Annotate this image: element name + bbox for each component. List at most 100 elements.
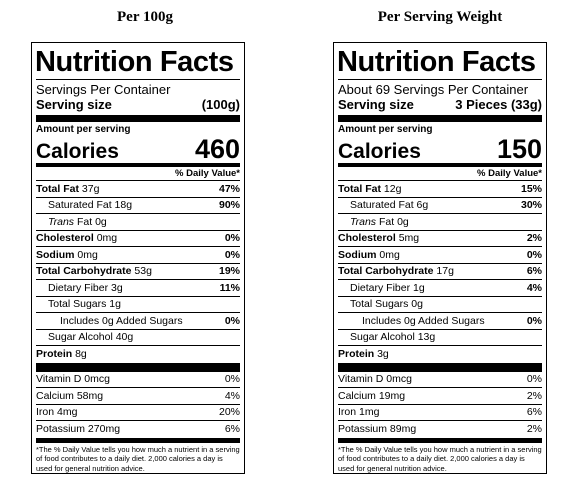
divider bbox=[338, 79, 542, 80]
dietary-fiber-dv: 4% bbox=[526, 281, 542, 294]
heading-per-100g: Per 100g bbox=[117, 9, 173, 25]
calcium-label: Calcium 58mg bbox=[36, 389, 104, 402]
protein-amount: 8g bbox=[75, 348, 87, 361]
dietary-fiber-label: Dietary Fiber 1g bbox=[350, 281, 425, 294]
daily-value-header: % Daily Value* bbox=[338, 167, 542, 181]
serving-size-row: Serving size 3 Pieces (33g) bbox=[338, 97, 542, 112]
medium-divider bbox=[338, 163, 542, 167]
heading-per-serving: Per Serving Weight bbox=[377, 9, 503, 25]
potassium-label: Potassium 89mg bbox=[338, 423, 417, 436]
trans-fat-row: Trans Fat 0g bbox=[338, 214, 542, 231]
calcium-label: Calcium 19mg bbox=[338, 389, 406, 402]
sugar-alcohol-label: Sugar Alcohol 13g bbox=[350, 331, 436, 344]
added-sugars-dv: 0% bbox=[526, 314, 542, 327]
potassium-row: Potassium 270mg 6% bbox=[36, 421, 240, 438]
total-fat-label: Total Fat bbox=[338, 182, 381, 195]
servings-per-container: About 69 Servings Per Container bbox=[338, 82, 529, 97]
total-fat-dv: 15% bbox=[520, 182, 542, 195]
saturated-fat-dv: 90% bbox=[218, 199, 240, 212]
calcium-dv: 2% bbox=[526, 389, 542, 402]
cholesterol-label: Cholesterol bbox=[36, 232, 94, 245]
dietary-fiber-dv: 11% bbox=[219, 281, 240, 294]
iron-dv: 20% bbox=[218, 406, 240, 419]
added-sugars-row: Includes 0g Added Sugars 0% bbox=[338, 313, 542, 330]
daily-value-header: % Daily Value* bbox=[36, 167, 240, 181]
serving-size-value: 3 Pieces (33g) bbox=[455, 97, 542, 112]
calcium-row: Calcium 19mg 2% bbox=[338, 388, 542, 405]
trans-fat-italic: Trans bbox=[350, 215, 377, 228]
thick-divider bbox=[338, 115, 542, 122]
sodium-dv: 0% bbox=[526, 248, 542, 261]
sugar-alcohol-row: Sugar Alcohol 40g bbox=[36, 330, 240, 346]
trans-fat-italic: Trans bbox=[48, 215, 75, 228]
total-fat-amount: 12g bbox=[383, 182, 402, 195]
saturated-fat-row: Saturated Fat 18g 90% bbox=[36, 198, 240, 214]
calories-label: Calories bbox=[36, 140, 119, 163]
footnote-divider bbox=[36, 437, 240, 443]
servings-per-container: Servings Per Container bbox=[36, 82, 171, 97]
calories-value: 460 bbox=[194, 134, 240, 164]
total-carb-dv: 6% bbox=[526, 265, 542, 278]
total-fat-dv: 47% bbox=[218, 182, 240, 195]
dietary-fiber-row: Dietary Fiber 3g 11% bbox=[36, 280, 240, 297]
iron-dv: 6% bbox=[526, 406, 542, 419]
total-carb-row: Total Carbohydrate 17g 6% bbox=[338, 264, 542, 280]
added-sugars-dv: 0% bbox=[224, 314, 240, 327]
vitamin-divider bbox=[338, 362, 542, 372]
total-carb-amount: 53g bbox=[134, 265, 152, 278]
total-carb-row: Total Carbohydrate 53g 19% bbox=[36, 264, 240, 280]
iron-row: Iron 1mg 6% bbox=[338, 405, 542, 421]
cholesterol-label: Cholesterol bbox=[338, 232, 396, 245]
vitamin-d-dv: 0% bbox=[224, 373, 240, 386]
sugar-alcohol-row: Sugar Alcohol 13g bbox=[338, 330, 542, 346]
cholesterol-dv: 2% bbox=[526, 232, 542, 245]
total-fat-label: Total Fat bbox=[36, 182, 79, 195]
iron-label: Iron 1mg bbox=[338, 406, 380, 419]
amount-per-serving: Amount per serving bbox=[36, 124, 131, 135]
protein-row: Protein 8g bbox=[36, 346, 240, 363]
calcium-row: Calcium 58mg 4% bbox=[36, 388, 240, 405]
panel-title: Nutrition Facts bbox=[337, 46, 536, 78]
protein-label: Protein bbox=[36, 348, 73, 361]
cholesterol-amount: 0mg bbox=[96, 232, 118, 245]
potassium-dv: 2% bbox=[526, 423, 542, 436]
total-sugars-label: Total Sugars 1g bbox=[48, 298, 121, 311]
trans-fat-row: Trans Fat 0g bbox=[36, 214, 240, 231]
total-sugars-row: Total Sugars 1g bbox=[36, 297, 240, 313]
potassium-dv: 6% bbox=[224, 423, 240, 436]
calories-row: Calories 460 bbox=[36, 134, 240, 164]
vitamin-d-label: Vitamin D 0mcg bbox=[338, 373, 412, 386]
saturated-fat-label: Saturated Fat 18g bbox=[48, 199, 133, 212]
saturated-fat-dv: 30% bbox=[520, 199, 542, 212]
added-sugars-label: Includes 0g Added Sugars bbox=[362, 314, 485, 327]
total-carb-label: Total Carbohydrate bbox=[338, 265, 434, 278]
footnote: *The % Daily Value tells you how much a … bbox=[338, 444, 542, 473]
calcium-dv: 4% bbox=[224, 389, 240, 402]
total-carb-dv: 19% bbox=[218, 265, 240, 278]
serving-size-row: Serving size (100g) bbox=[36, 97, 240, 112]
vitamin-d-label: Vitamin D 0mcg bbox=[36, 373, 110, 386]
total-carb-amount: 17g bbox=[436, 265, 454, 278]
trans-fat-label: Fat 0g bbox=[378, 215, 409, 228]
iron-label: Iron 4mg bbox=[36, 406, 78, 419]
sodium-label: Sodium bbox=[338, 248, 377, 261]
dietary-fiber-label: Dietary Fiber 3g bbox=[48, 281, 123, 294]
added-sugars-label: Includes 0g Added Sugars bbox=[60, 314, 183, 327]
amount-per-serving: Amount per serving bbox=[338, 124, 433, 135]
total-fat-amount: 37g bbox=[81, 182, 100, 195]
vitamin-d-row: Vitamin D 0mcg 0% bbox=[36, 372, 240, 388]
vitamin-divider bbox=[36, 362, 240, 372]
sodium-dv: 0% bbox=[224, 248, 240, 261]
sodium-row: Sodium 0mg 0% bbox=[338, 247, 542, 264]
added-sugars-row: Includes 0g Added Sugars 0% bbox=[36, 313, 240, 330]
total-carb-label: Total Carbohydrate bbox=[36, 265, 132, 278]
saturated-fat-label: Saturated Fat 6g bbox=[350, 199, 429, 212]
panel-title: Nutrition Facts bbox=[35, 46, 234, 78]
cholesterol-amount: 5mg bbox=[398, 232, 420, 245]
total-fat-row: Total Fat 12g 15% bbox=[338, 181, 542, 198]
total-fat-row: Total Fat 37g 47% bbox=[36, 181, 240, 198]
calories-label: Calories bbox=[338, 140, 421, 163]
serving-size-label: Serving size bbox=[338, 97, 414, 112]
cholesterol-dv: 0% bbox=[224, 232, 240, 245]
vitamin-d-row: Vitamin D 0mcg 0% bbox=[338, 372, 542, 388]
